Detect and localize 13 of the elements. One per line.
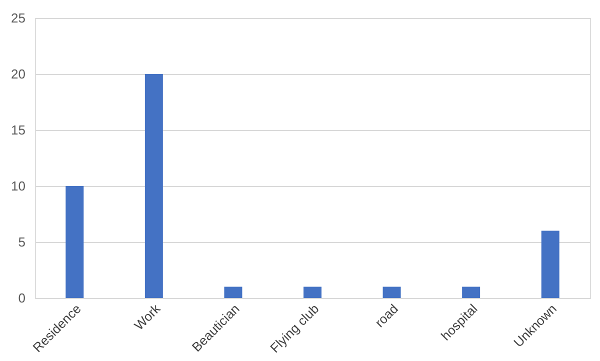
- bar: [304, 286, 322, 298]
- bar: [144, 74, 163, 298]
- y-tick-label: 10: [11, 178, 26, 194]
- y-tick-label: 20: [11, 66, 26, 82]
- bar: [541, 230, 560, 298]
- y-tick-label: 0: [18, 290, 26, 306]
- y-tick-label: 5: [18, 234, 26, 250]
- bar: [462, 286, 480, 298]
- bar: [66, 186, 84, 298]
- y-tick-label: 25: [11, 10, 26, 26]
- bar: [382, 286, 401, 298]
- y-tick-label: 15: [11, 122, 26, 138]
- bar: [224, 286, 242, 298]
